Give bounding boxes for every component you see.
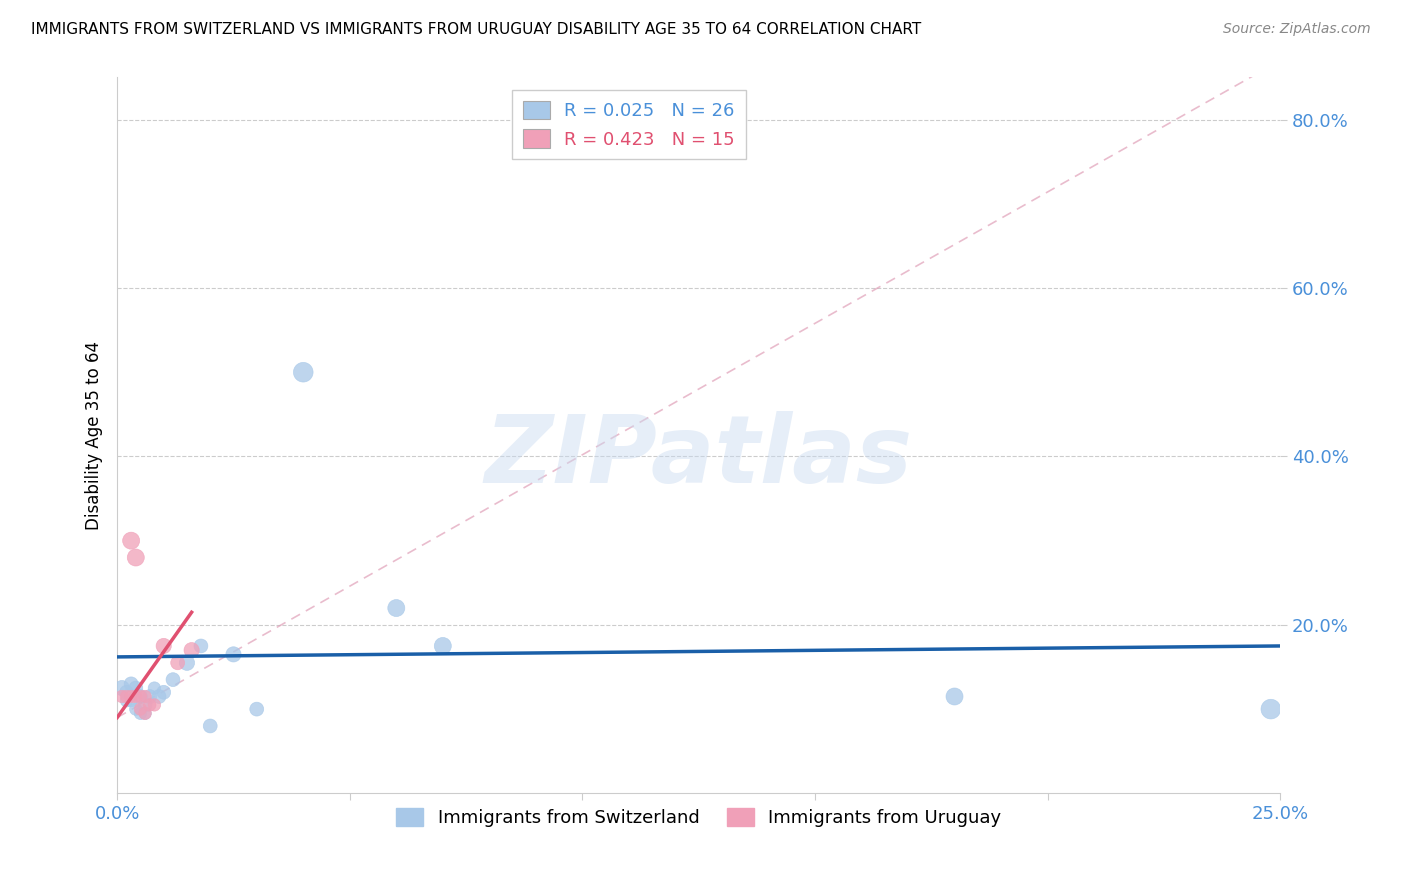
Point (943, 690, 966, 704)
Point (129, 690, 152, 704)
Point (120, 690, 142, 704)
Point (111, 681, 134, 695)
Point (115, 694, 138, 708)
Point (129, 690, 152, 704)
Point (139, 690, 162, 704)
Point (120, 677, 142, 691)
Point (134, 706, 156, 721)
Point (222, 648, 245, 662)
Text: ZIPatlas: ZIPatlas (485, 411, 912, 503)
Text: IMMIGRANTS FROM SWITZERLAND VS IMMIGRANTS FROM URUGUAY DISABILITY AGE 35 TO 64 C: IMMIGRANTS FROM SWITZERLAND VS IMMIGRANT… (31, 22, 921, 37)
Point (120, 533, 142, 548)
Point (152, 639, 174, 653)
Point (432, 639, 454, 653)
Point (200, 719, 222, 733)
Point (143, 698, 166, 712)
Point (111, 690, 134, 704)
Point (143, 681, 166, 695)
Point (190, 639, 212, 653)
Point (115, 685, 138, 699)
Point (120, 694, 142, 708)
Point (292, 365, 315, 379)
Point (134, 706, 156, 721)
Point (148, 690, 170, 704)
Point (125, 690, 148, 704)
Point (134, 690, 156, 704)
Point (246, 702, 269, 716)
Legend: Immigrants from Switzerland, Immigrants from Uruguay: Immigrants from Switzerland, Immigrants … (389, 801, 1008, 834)
Point (139, 698, 162, 712)
Point (180, 643, 202, 657)
Point (125, 681, 148, 695)
Point (166, 656, 188, 670)
Point (162, 673, 184, 687)
Text: Source: ZipAtlas.com: Source: ZipAtlas.com (1223, 22, 1371, 37)
Point (115, 690, 138, 704)
Point (129, 702, 152, 716)
Point (129, 706, 152, 721)
Point (125, 702, 148, 716)
Point (1260, 702, 1282, 716)
Point (176, 656, 198, 670)
Point (152, 685, 174, 699)
Point (385, 601, 408, 615)
Y-axis label: Disability Age 35 to 64: Disability Age 35 to 64 (86, 341, 103, 530)
Point (125, 550, 148, 565)
Point (134, 698, 156, 712)
